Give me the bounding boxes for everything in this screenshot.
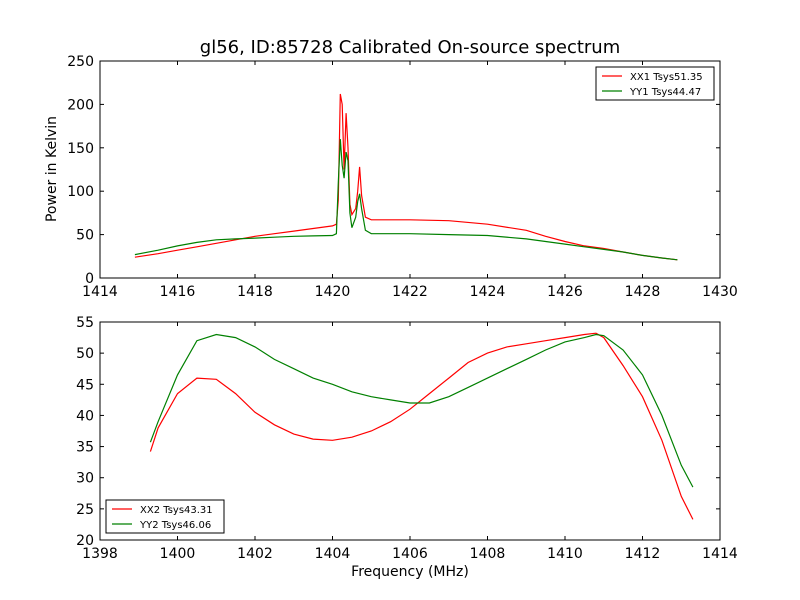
legend-label: YY1 Tsys44.47 xyxy=(629,87,701,98)
y-tick-label: 35 xyxy=(76,440,94,456)
x-tick-label: 1414 xyxy=(702,546,738,562)
legend: XX1 Tsys51.35 YY1 Tsys44.47 xyxy=(595,66,715,101)
y-tick-label: 0 xyxy=(85,271,94,287)
x-tick-label: 1428 xyxy=(625,284,661,300)
x-tick-label: 1430 xyxy=(702,284,738,300)
series-line-0-0 xyxy=(134,93,678,261)
x-tick-label: 1416 xyxy=(160,284,196,300)
y-tick-label: 20 xyxy=(76,533,94,549)
y-tick-label: 50 xyxy=(76,346,94,362)
y-tick-label: 50 xyxy=(76,228,94,244)
x-tick-label: 1426 xyxy=(547,284,583,300)
bottom-panel: 1398 1400 1402 1404 1406 1408 1410 1412 1414 20 25… xyxy=(76,315,738,562)
x-tick-label: 1402 xyxy=(237,546,273,562)
y-tick-label: 55 xyxy=(76,315,94,331)
x-tick-label: 1414 xyxy=(82,284,118,300)
x-tick-label: 1406 xyxy=(392,546,428,562)
y-tick-label: 40 xyxy=(76,408,94,424)
series-line-0-1 xyxy=(134,139,678,261)
legend-label: XX1 Tsys51.35 xyxy=(630,72,703,83)
x-tick-label: 1418 xyxy=(237,284,273,300)
y-tick-label: 30 xyxy=(76,471,94,487)
x-tick-label: 1398 xyxy=(82,546,118,562)
x-tick-label: 1410 xyxy=(547,546,583,562)
y-axis-label: Power in Kelvin xyxy=(44,116,60,222)
x-tick-label: 1424 xyxy=(470,284,506,300)
x-tick-label: 1422 xyxy=(392,284,428,300)
legend-box xyxy=(105,499,225,534)
x-tick-label: 1420 xyxy=(315,284,351,300)
y-tick-label: 250 xyxy=(67,54,94,70)
x-tick-label: 1404 xyxy=(315,546,351,562)
x-tick-label: 1412 xyxy=(625,546,661,562)
series-line-1-1 xyxy=(149,333,694,488)
top-panel: 1414 1416 1418 1420 1422 1424 1426 1428 1430 0 50 1… xyxy=(67,54,738,300)
legend-label: YY2 Tsys46.06 xyxy=(139,520,211,531)
y-tick-label: 200 xyxy=(67,97,94,113)
y-tick-label: 45 xyxy=(76,377,94,393)
y-tick-label: 25 xyxy=(76,502,94,518)
series-line-1-0 xyxy=(149,332,694,520)
y-tick-label: 100 xyxy=(67,184,94,200)
legend: XX2 Tsys43.31 YY2 Tsys46.06 xyxy=(105,499,225,534)
x-tick-label: 1400 xyxy=(160,546,196,562)
x-axis-label: Frequency (MHz) xyxy=(351,564,469,580)
legend-box xyxy=(595,66,715,101)
y-tick-label: 150 xyxy=(67,141,94,157)
x-tick-label: 1408 xyxy=(470,546,506,562)
chart-title: gl56, ID:85728 Calibrated On-source spec… xyxy=(200,37,620,58)
legend-label: XX2 Tsys43.31 xyxy=(140,505,213,516)
